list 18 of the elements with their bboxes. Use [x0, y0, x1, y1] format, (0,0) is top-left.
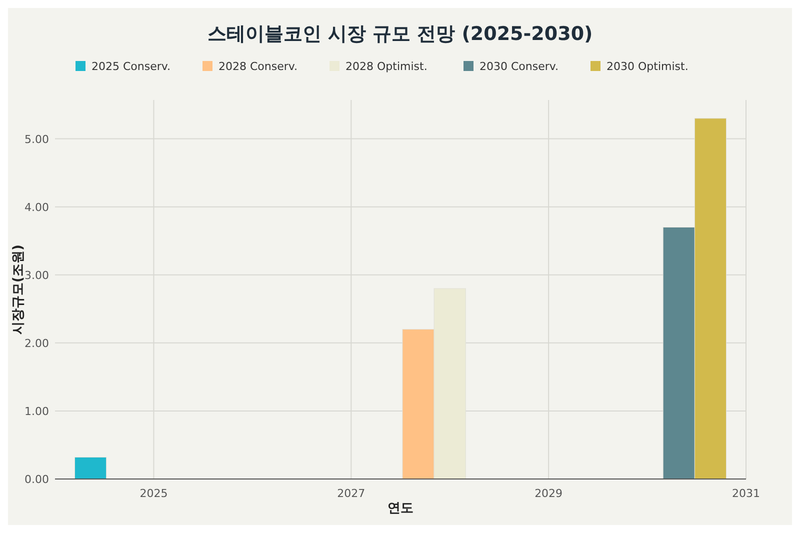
- x-tick-label: 2027: [337, 487, 366, 500]
- x-tick-label: 2029: [534, 487, 563, 500]
- legend-label: 2028 Optimist.: [346, 60, 428, 73]
- legend-label: 2028 Conserv.: [218, 60, 298, 73]
- chart-title: 스테이블코인 시장 규모 전망 (2025-2030): [207, 23, 593, 45]
- x-tick-label: 2031: [732, 487, 760, 500]
- y-axis-title: 시장규모(조원): [11, 244, 26, 334]
- y-tick-label: 0.00: [24, 473, 49, 486]
- legend-label: 2030 Conserv.: [480, 60, 559, 73]
- x-tick-label: 2025: [140, 487, 168, 500]
- legend-label: 2030 Optimist.: [606, 60, 688, 73]
- y-tick-label: 2.00: [24, 336, 49, 350]
- legend-label: 2025 Conserv.: [92, 60, 171, 73]
- y-tick-label: 5.00: [24, 132, 49, 146]
- y-tick-label: 3.00: [24, 268, 49, 282]
- x-axis-title: 연도: [388, 501, 414, 516]
- y-tick-label: 4.00: [24, 200, 49, 214]
- y-tick-label: 1.00: [24, 404, 49, 418]
